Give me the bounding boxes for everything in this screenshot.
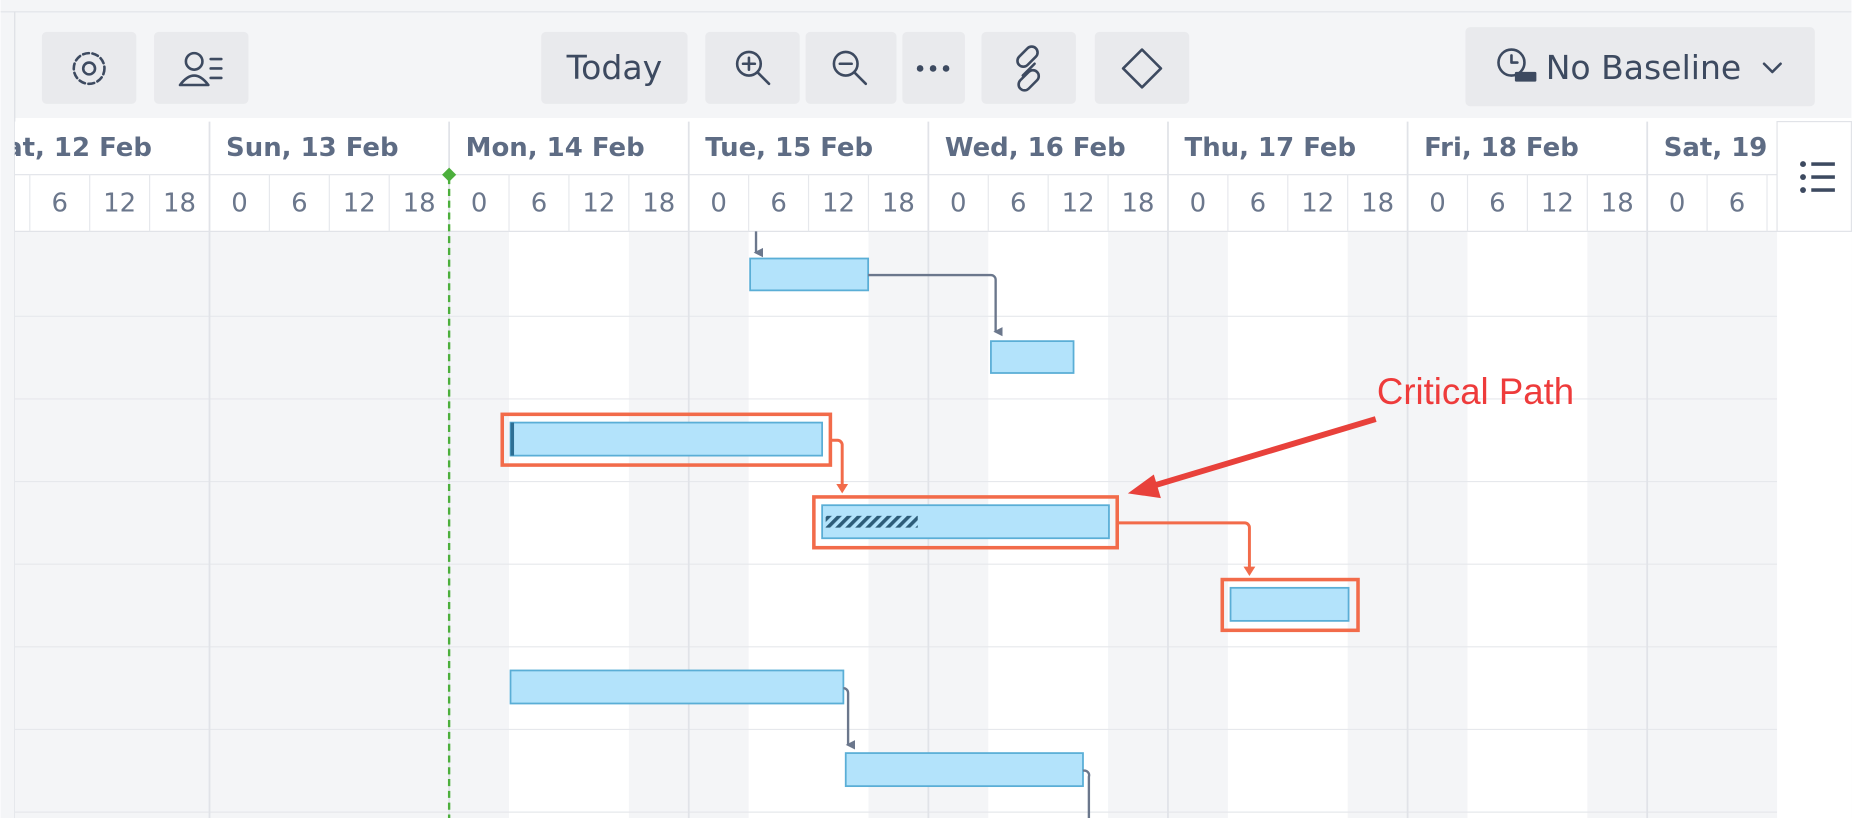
progress xyxy=(825,515,918,528)
hour-label: 12 xyxy=(1062,189,1095,219)
arrowhead xyxy=(1243,566,1256,577)
day-label: Fri, 18 Feb xyxy=(1424,133,1579,163)
night-shade xyxy=(688,231,749,818)
hour-label: 6 xyxy=(1010,189,1027,219)
night-shade xyxy=(1347,231,1408,818)
critical-connector xyxy=(1117,521,1251,568)
hour-label: 12 xyxy=(1301,189,1334,219)
today-button[interactable] xyxy=(541,31,688,104)
hour-label: 6 xyxy=(770,189,787,219)
tasks xyxy=(500,231,1360,818)
hour-label: 0 xyxy=(950,189,967,219)
day-label: Tue, 15 Feb xyxy=(705,133,873,163)
hour-label: 6 xyxy=(51,189,68,219)
task-bar[interactable] xyxy=(509,421,824,457)
hour-label: 0 xyxy=(471,189,488,219)
zoom-out-icon xyxy=(832,50,868,86)
annotation-arrowhead xyxy=(1127,474,1161,499)
resources-icon xyxy=(178,51,223,87)
resources-button[interactable] xyxy=(154,31,249,104)
task-bar[interactable] xyxy=(844,752,1084,788)
day-label: Wed, 16 Feb xyxy=(945,133,1126,163)
hour-label: 12 xyxy=(582,189,615,219)
today-label: Today xyxy=(566,48,663,87)
critical-connector xyxy=(830,438,844,487)
hour-label: 0 xyxy=(1669,189,1686,219)
hour-label: 6 xyxy=(1489,189,1506,219)
progress-start xyxy=(510,422,515,456)
zoom-out-button[interactable] xyxy=(805,31,897,104)
annotation-label: Critical Path xyxy=(1377,371,1574,412)
task-bar[interactable] xyxy=(749,257,870,292)
night-shade xyxy=(1407,231,1468,818)
hour-label: 12 xyxy=(103,189,136,219)
baseline-dropdown[interactable] xyxy=(1465,27,1815,107)
baseline-icon xyxy=(1497,48,1537,82)
day-label: Sun, 13 Feb xyxy=(226,133,399,163)
weekend-shade xyxy=(209,231,450,818)
hour-label: 0 xyxy=(1429,189,1446,219)
arrowhead xyxy=(836,483,849,494)
day-label: Thu, 17 Feb xyxy=(1185,133,1357,163)
settings-button[interactable] xyxy=(41,31,137,104)
hour-label: 18 xyxy=(1601,189,1634,219)
hour-label: 6 xyxy=(291,189,308,219)
day-label: Sat, 12 Feb xyxy=(0,133,152,163)
milestone-icon xyxy=(1121,48,1163,89)
task-bar[interactable] xyxy=(1229,586,1350,622)
hour-label: 18 xyxy=(1122,189,1155,219)
hour-label: 6 xyxy=(1729,189,1746,219)
hour-label: 12 xyxy=(822,189,855,219)
list-icon xyxy=(1800,161,1835,193)
hour-label: 18 xyxy=(642,189,675,219)
settings-icon xyxy=(72,51,106,86)
connector xyxy=(868,273,1003,337)
zoom-in-icon xyxy=(735,50,771,86)
night-shade xyxy=(1587,231,1648,818)
hour-label: 18 xyxy=(403,189,436,219)
hour-label: 0 xyxy=(231,189,248,219)
dropdown-caret xyxy=(1762,62,1782,74)
hour-label: 0 xyxy=(710,189,727,219)
header-bg xyxy=(14,121,1778,232)
link-icon xyxy=(1016,45,1041,92)
annotation-arrow xyxy=(1150,416,1377,490)
hour-label: 6 xyxy=(531,189,548,219)
night-shade xyxy=(628,231,689,818)
day-label: Mon, 14 Feb xyxy=(466,133,645,163)
hour-label: 12 xyxy=(1541,189,1574,219)
night-shade xyxy=(1167,231,1228,818)
hour-label: 12 xyxy=(343,189,376,219)
milestone-button[interactable] xyxy=(1094,31,1190,104)
today-marker xyxy=(442,167,457,182)
task-bar[interactable] xyxy=(990,340,1075,374)
task-bar[interactable] xyxy=(509,669,845,705)
connector xyxy=(1082,769,1091,818)
more-icon xyxy=(916,65,950,72)
connector xyxy=(843,686,856,750)
hour-label: 18 xyxy=(882,189,915,219)
weekend-shade xyxy=(1647,231,1778,818)
night-shade xyxy=(449,231,510,818)
hour-label: 0 xyxy=(1190,189,1207,219)
hour-label: 18 xyxy=(1361,189,1394,219)
toolbar: Today No Baseline xyxy=(41,27,1815,107)
baseline-label: No Baseline xyxy=(1546,48,1742,87)
day-label: Sat, 19 Feb xyxy=(1664,133,1830,163)
critical-highlight xyxy=(1220,577,1360,633)
weekend-shade xyxy=(14,231,210,818)
zoom-in-button[interactable] xyxy=(705,31,800,104)
hour-label: 18 xyxy=(163,189,196,219)
hour-label: 6 xyxy=(1250,189,1267,219)
